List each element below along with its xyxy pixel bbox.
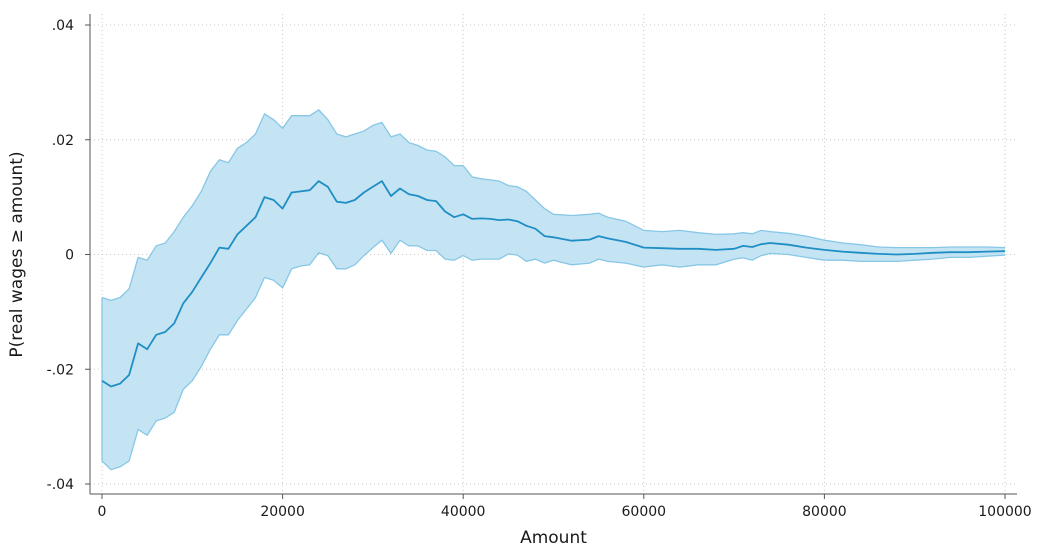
estimate-line-group <box>101 180 1006 388</box>
y-ticks: -.04 -.02 0 .02 .04 <box>47 18 90 493</box>
y-tick-label: .04 <box>52 18 74 34</box>
y-tick-label: 0 <box>65 248 74 264</box>
x-tick-label: 20000 <box>260 504 305 520</box>
lower-ci-line <box>101 239 1006 471</box>
y-tick-label: -.04 <box>47 477 74 493</box>
confidence-band <box>102 109 1005 470</box>
y-axis-title: P(real wages ≥ amount) <box>7 151 27 357</box>
x-axis-title: Amount <box>520 528 587 548</box>
y-tick-label: -.02 <box>47 362 74 378</box>
x-tick-label: 100000 <box>978 504 1031 520</box>
x-tick-label: 80000 <box>802 504 847 520</box>
x-ticks: 0 20000 40000 60000 80000 100000 <box>98 494 1032 520</box>
x-tick-label: 0 <box>98 504 107 520</box>
estimate-line <box>101 180 1006 388</box>
x-tick-label: 60000 <box>622 504 667 520</box>
y-tick-label: .02 <box>52 133 74 149</box>
x-tick-label: 40000 <box>441 504 486 520</box>
confidence-band-group <box>101 109 1006 471</box>
upper-ci-line <box>101 109 1006 302</box>
